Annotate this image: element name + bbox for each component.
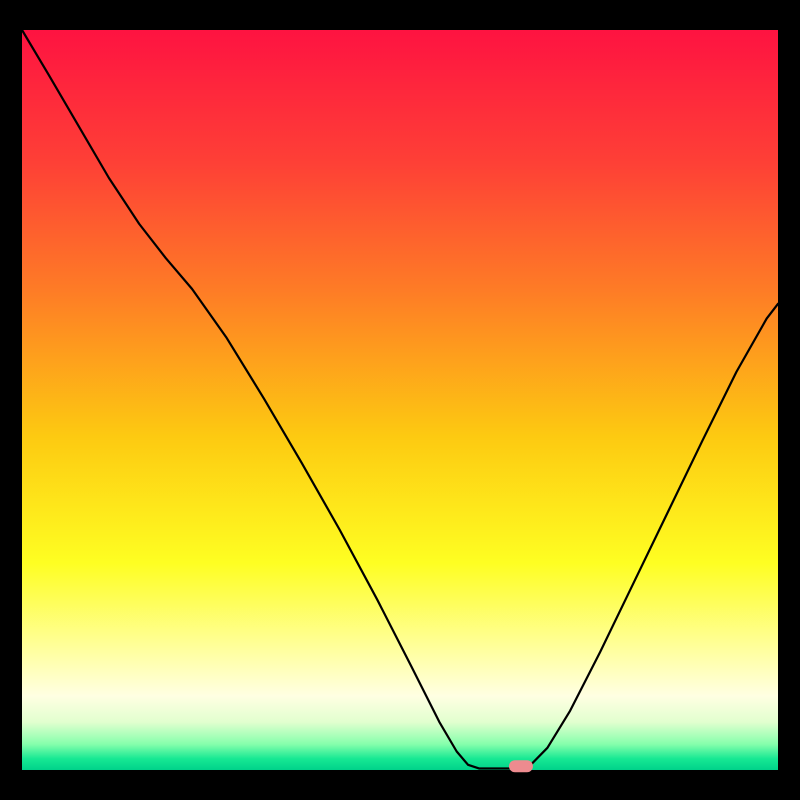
optimal-marker — [509, 760, 533, 772]
chart-container: { "watermark": { "text": "TheBottleneck.… — [0, 0, 800, 800]
plot-background — [22, 30, 778, 770]
bottleneck-chart — [0, 0, 800, 800]
